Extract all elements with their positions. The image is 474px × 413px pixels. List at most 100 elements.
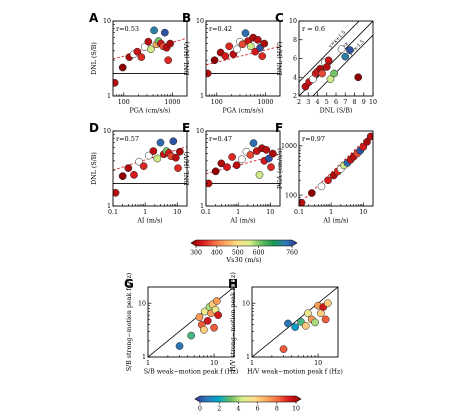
panel-letter: D — [89, 121, 99, 135]
data-point — [212, 297, 221, 305]
plot-frame — [205, 20, 281, 97]
colorbar-tick-label: 0 — [198, 406, 202, 413]
x-tick-label: 8 — [352, 99, 356, 106]
data-point — [206, 69, 212, 78]
x-tick-label: 1 — [250, 360, 254, 367]
y-tick-label: 10 — [103, 18, 111, 25]
colorbar-tick-label: 6 — [256, 406, 260, 413]
panel-letter: A — [89, 11, 99, 25]
data-point — [255, 171, 264, 179]
y-axis-label: DNL (H/V) — [277, 42, 284, 76]
x-tick-label: 100 — [118, 99, 130, 106]
panel-letter: C — [275, 11, 284, 25]
correlation-annotation: r=0.42 — [209, 25, 232, 33]
data-point — [137, 53, 146, 61]
x-axis-label: AI (m/s) — [229, 218, 255, 225]
colorbar-tick-label: 10 — [292, 406, 300, 413]
data-point — [133, 47, 142, 56]
correlation-annotation: r=0.57 — [116, 135, 139, 143]
data-point — [324, 176, 332, 185]
data-point — [323, 299, 332, 308]
y-tick-label: 1 — [200, 93, 204, 100]
data-point — [237, 155, 246, 164]
data-point — [169, 137, 178, 146]
data-point — [164, 56, 173, 65]
data-point — [267, 163, 275, 171]
data-point — [217, 159, 226, 168]
x-tick-label: 0.1 — [108, 209, 118, 216]
x-tick-label: 2 — [297, 99, 301, 106]
data-point — [330, 69, 338, 78]
data-point — [146, 45, 155, 54]
data-point — [156, 138, 165, 147]
data-point — [311, 318, 319, 327]
y-axis-label: DNL (H/V) — [184, 42, 191, 76]
data-point — [304, 309, 312, 318]
data-point — [214, 311, 222, 319]
x-tick-label: 5 — [325, 99, 329, 106]
data-point — [113, 78, 119, 87]
data-point — [174, 164, 182, 172]
data-point — [279, 345, 288, 353]
data-point — [153, 154, 162, 163]
data-point — [299, 198, 306, 206]
reference-diagonal — [252, 287, 338, 357]
data-point — [337, 45, 346, 53]
data-point — [166, 39, 174, 48]
data-point — [253, 36, 262, 44]
correlation-annotation: r=0.97 — [302, 135, 325, 143]
plot-area — [299, 131, 373, 206]
x-axis-label: AI (m/s) — [322, 218, 348, 225]
data-point — [195, 313, 204, 322]
plot-frame — [112, 20, 188, 97]
data-point — [354, 73, 363, 82]
panel-letter: F — [275, 121, 283, 135]
data-point — [176, 147, 184, 156]
panel-b: 100 1000 1 10 PGA (cm/s/s) DNL (H/V) r=0.42 B — [182, 11, 281, 115]
panel-h: 1 10 1 10 H/V weak−motion peak f (Hz) H/V str… — [228, 272, 343, 375]
data-point — [228, 153, 236, 161]
y-tick-label: 10 — [196, 18, 204, 25]
data-point — [206, 179, 213, 188]
data-point — [246, 151, 255, 159]
plot-frame — [298, 130, 374, 207]
x-tick-label: 1 — [329, 209, 333, 216]
data-point — [221, 52, 230, 60]
data-point — [223, 163, 231, 171]
data-point — [249, 139, 258, 147]
data-point — [210, 56, 219, 65]
x-tick-label: 10 — [359, 209, 367, 216]
y-tick-label: 10 — [103, 128, 111, 135]
plot-frame — [147, 286, 235, 358]
data-point — [211, 167, 220, 176]
y-axis-label: DNL (S/B) — [91, 42, 98, 75]
data-point — [324, 56, 333, 65]
x-axis-label: H/V weak−motion peak f (Hz) — [247, 369, 343, 376]
x-tick-label: 6 — [334, 99, 338, 106]
data-point — [318, 69, 326, 78]
x-tick-label: 0.1 — [201, 209, 211, 216]
data-point — [124, 164, 133, 172]
y-tick-label: 6 — [293, 56, 297, 63]
x-tick-label: 7 — [343, 99, 347, 106]
y-tick-label: 1 — [200, 203, 204, 210]
x-tick-label: 1 — [146, 360, 150, 367]
fit-line — [113, 146, 187, 171]
data-point — [262, 146, 271, 154]
data-point — [322, 63, 331, 71]
x-tick-label: 1000 — [257, 99, 273, 106]
data-point — [210, 323, 218, 332]
plot-area: y=xy=x+1.5y=x-1.5 — [299, 21, 373, 96]
panel-a: 100 1000 1 10 PGA (cm/s/s) DNL (S/B) r=0.53 A — [89, 11, 188, 115]
data-point — [233, 45, 241, 54]
data-point — [260, 39, 269, 48]
x-tick-label: 1 — [143, 209, 147, 216]
data-point — [269, 149, 277, 158]
colorbar-tick-label: 4 — [236, 406, 240, 413]
data-point — [144, 37, 153, 46]
data-point — [307, 189, 316, 197]
correlation-annotation: r = 0.6 — [302, 25, 325, 33]
